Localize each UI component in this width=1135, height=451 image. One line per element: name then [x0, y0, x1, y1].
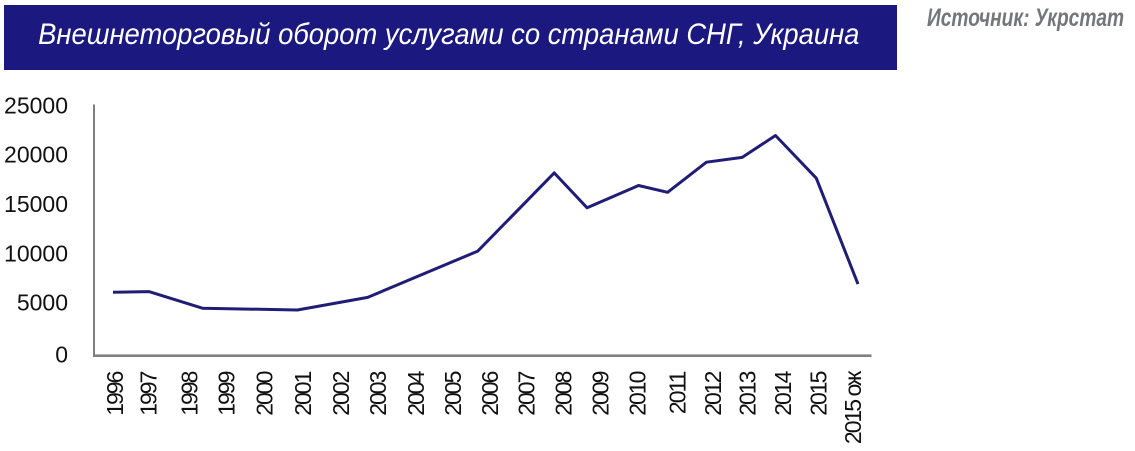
- svg-text:2006: 2006: [477, 371, 503, 415]
- svg-text:1996: 1996: [102, 371, 128, 415]
- svg-text:2011: 2011: [665, 371, 691, 414]
- svg-text:2007: 2007: [514, 371, 540, 415]
- svg-text:2010: 2010: [625, 371, 651, 415]
- svg-text:2002: 2002: [328, 371, 354, 415]
- svg-text:15000: 15000: [4, 191, 68, 217]
- svg-text:1997: 1997: [136, 371, 162, 415]
- svg-text:2012: 2012: [700, 371, 726, 415]
- svg-text:5000: 5000: [17, 290, 68, 316]
- svg-text:2005: 2005: [440, 371, 466, 415]
- svg-text:2009: 2009: [588, 371, 614, 415]
- svg-text:10000: 10000: [4, 240, 68, 266]
- svg-text:20000: 20000: [4, 141, 68, 167]
- svg-text:1998: 1998: [177, 371, 203, 415]
- svg-text:2014: 2014: [770, 370, 796, 415]
- svg-text:2008: 2008: [551, 371, 577, 415]
- svg-text:2015: 2015: [805, 371, 831, 415]
- svg-text:2015 ож: 2015 ож: [840, 370, 866, 444]
- svg-text:2003: 2003: [365, 371, 391, 415]
- svg-text:0: 0: [55, 341, 68, 367]
- svg-text:25000: 25000: [4, 92, 68, 118]
- svg-text:2004: 2004: [403, 370, 429, 415]
- svg-text:1999: 1999: [214, 371, 240, 415]
- svg-text:2013: 2013: [735, 371, 761, 415]
- svg-text:2001: 2001: [290, 371, 316, 415]
- svg-text:2000: 2000: [252, 371, 278, 415]
